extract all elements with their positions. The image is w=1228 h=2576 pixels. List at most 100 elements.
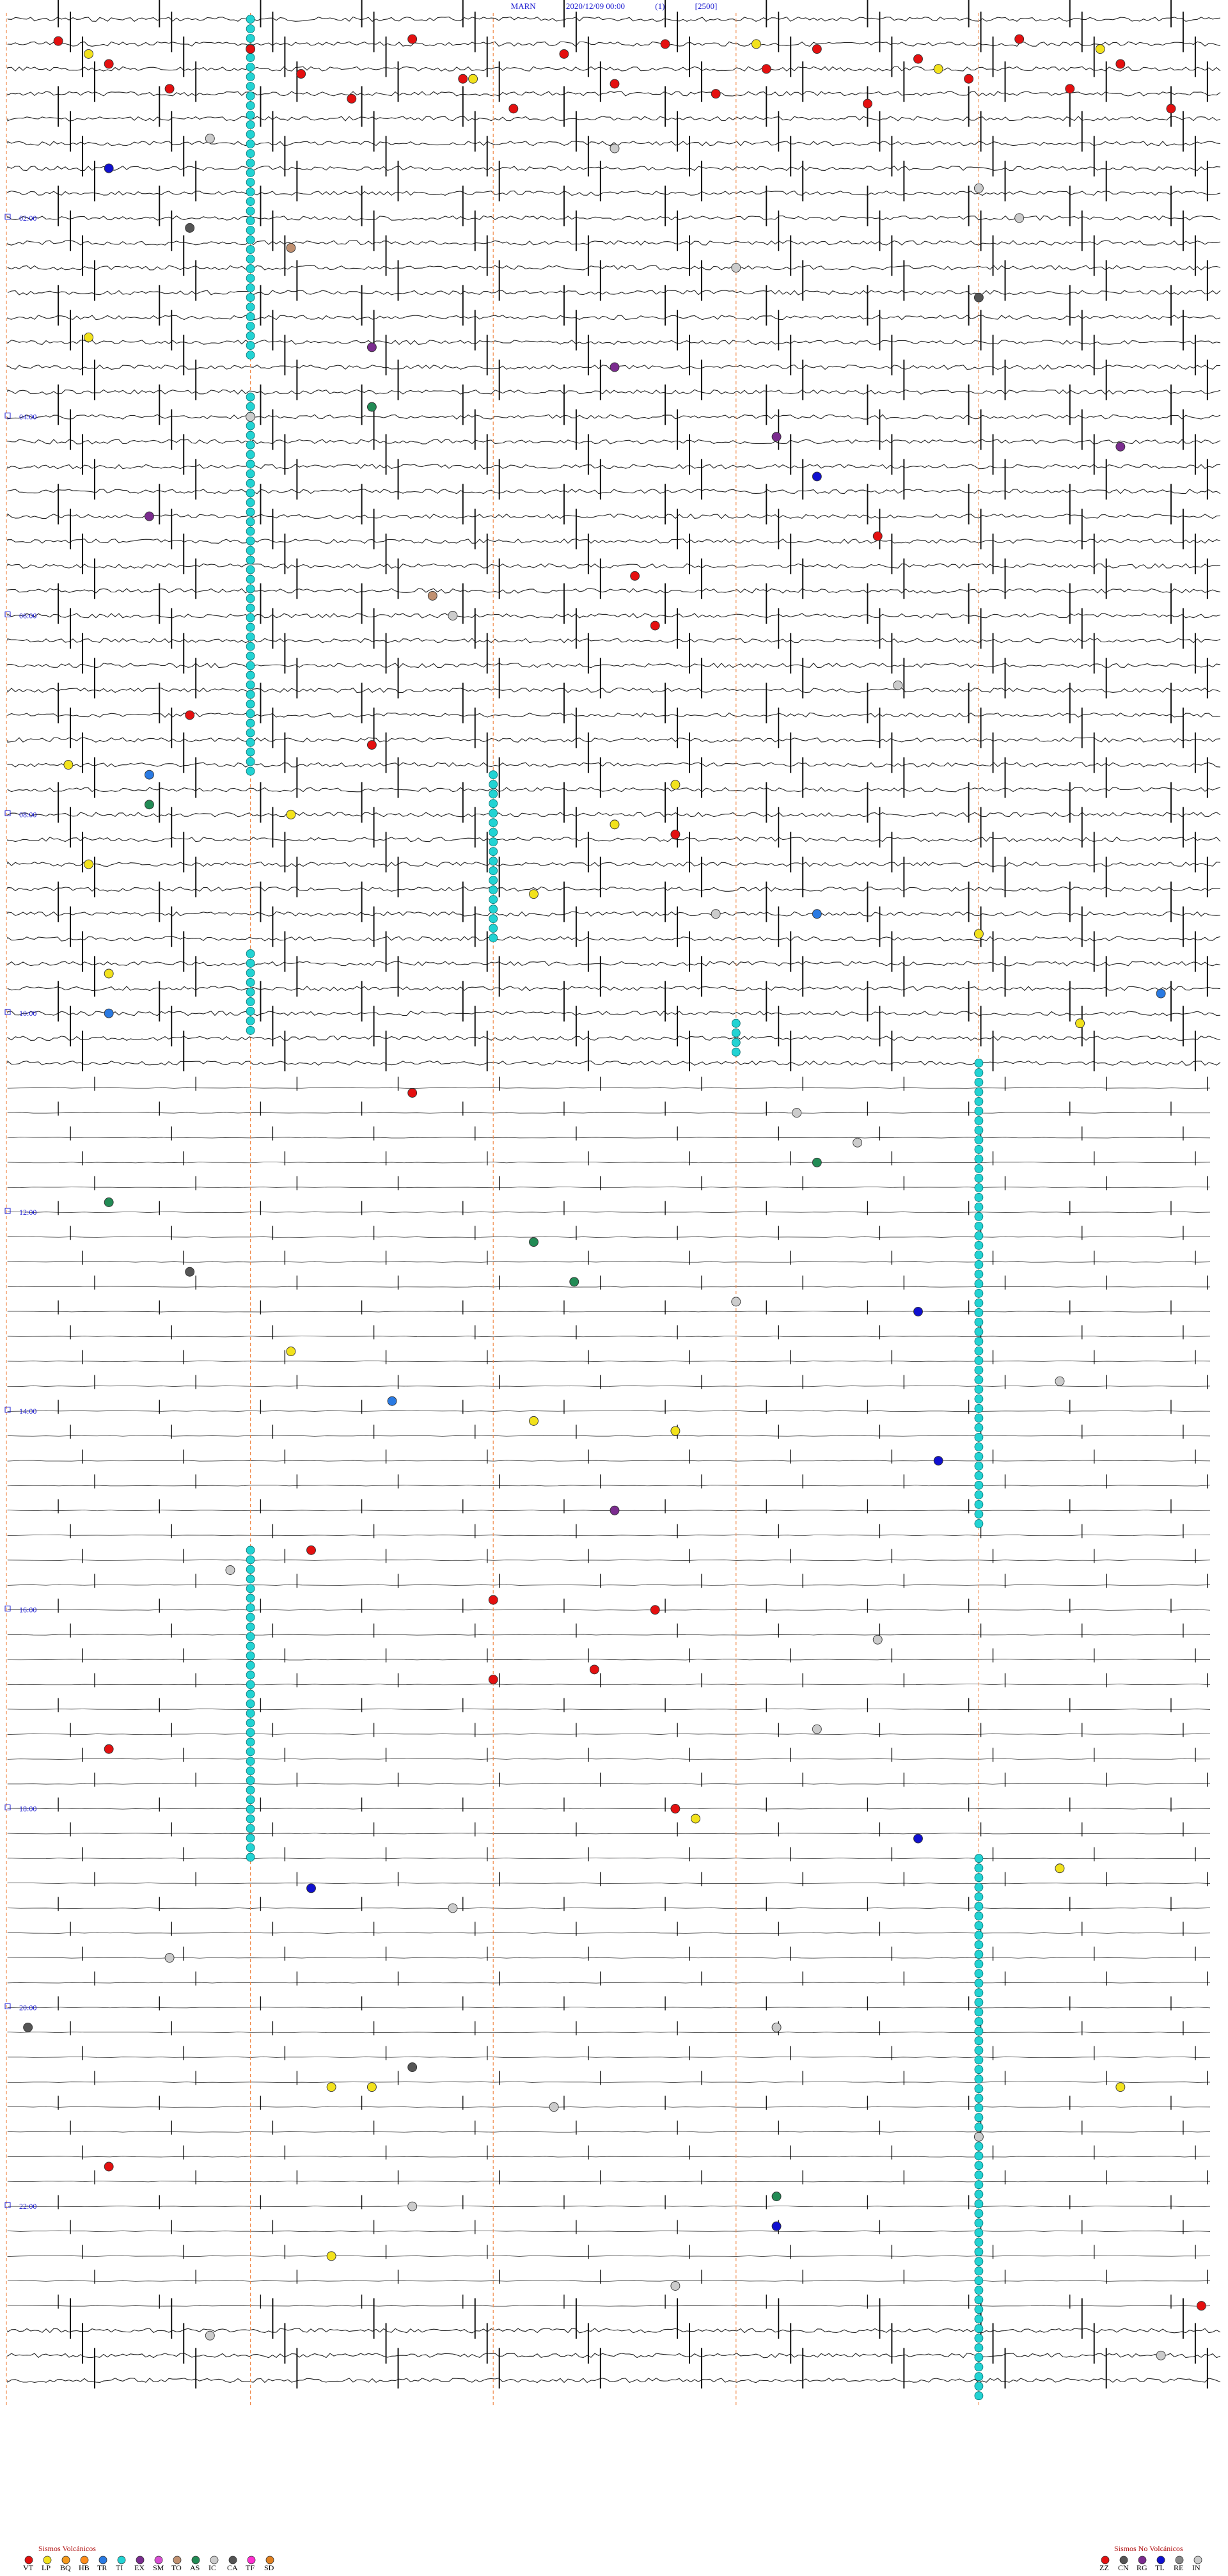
event-marker	[104, 163, 114, 173]
event-marker	[771, 2022, 782, 2032]
trace-line	[7, 1460, 1211, 1462]
legend-swatch	[1193, 2556, 1202, 2564]
tremor-marker	[974, 1298, 984, 1308]
tremor-marker	[246, 1709, 255, 1718]
tremor-marker	[246, 498, 255, 507]
event-marker	[84, 859, 93, 869]
tremor-marker	[246, 197, 255, 206]
event-marker	[366, 2082, 377, 2092]
tremor-marker	[246, 130, 255, 139]
tremor-marker	[974, 1077, 984, 1087]
tremor-marker	[974, 2036, 984, 2046]
event-marker	[246, 412, 256, 422]
event-marker	[144, 800, 154, 810]
event-marker	[973, 929, 984, 939]
legend-code: RE	[1174, 2563, 1183, 2572]
tremor-marker	[246, 1680, 255, 1689]
event-marker	[246, 44, 256, 54]
event-marker	[286, 809, 296, 819]
event-marker	[731, 263, 741, 273]
event-marker	[650, 620, 660, 631]
tremor-marker	[246, 1584, 255, 1593]
event-marker	[1115, 441, 1126, 452]
tremor-marker	[974, 2055, 984, 2065]
tremor-marker	[974, 1413, 984, 1423]
tremor-marker	[246, 613, 255, 622]
tremor-marker	[246, 1007, 255, 1016]
tremor-marker	[489, 933, 498, 943]
tremor-marker	[974, 1384, 984, 1394]
legend-code: TO	[171, 2563, 182, 2572]
tremor-marker	[974, 1471, 984, 1480]
trace-line	[7, 1808, 1211, 1810]
tremor-marker	[246, 1613, 255, 1622]
event-marker	[670, 1804, 681, 1813]
event-marker	[286, 1347, 296, 1357]
trace-line	[7, 787, 1221, 793]
trace-line	[7, 1634, 1211, 1636]
tremor-marker	[974, 1308, 984, 1317]
tremor-marker	[246, 82, 255, 91]
trace-line	[7, 2156, 1211, 2158]
event-marker	[407, 34, 418, 44]
trace-line	[7, 240, 1221, 246]
event-marker	[853, 1137, 863, 1148]
event-marker	[458, 74, 468, 84]
trace-line	[7, 687, 1221, 693]
tremor-marker	[246, 15, 255, 24]
event-marker	[812, 1157, 822, 1167]
tremor-marker	[974, 1931, 984, 1940]
tremor-marker	[246, 1747, 255, 1757]
event-marker	[771, 2192, 782, 2202]
tremor-marker	[246, 303, 255, 312]
trace-line	[7, 513, 1221, 519]
tremor-marker	[246, 1805, 255, 1814]
tremor-marker	[246, 351, 255, 360]
tremor-marker	[974, 2209, 984, 2218]
tremor-marker	[246, 1565, 255, 1574]
tremor-marker	[246, 216, 255, 225]
legend-code: TR	[97, 2563, 107, 2572]
tremor-marker	[246, 1853, 255, 1862]
tremor-marker	[246, 293, 255, 302]
trace-line	[7, 812, 1221, 818]
event-marker	[387, 1396, 397, 1406]
tremor-marker	[489, 809, 498, 818]
tremor-marker	[246, 1670, 255, 1680]
tremor-marker	[974, 2238, 984, 2247]
tremor-marker	[974, 2007, 984, 2017]
trace-line	[7, 886, 1221, 892]
event-marker	[104, 968, 114, 979]
minute-guide-lines	[6, 13, 980, 2405]
trace-line	[7, 1485, 1211, 1487]
tremor-marker	[974, 2362, 984, 2372]
tremor-marker	[246, 766, 255, 776]
event-marker	[731, 1297, 741, 1307]
event-marker	[53, 36, 63, 46]
legend-swatch	[173, 2556, 182, 2564]
legend-swatch	[1119, 2556, 1128, 2564]
tremor-marker	[974, 2113, 984, 2122]
tremor-marker	[489, 857, 498, 866]
trace-line	[7, 1709, 1211, 1710]
channel-label: (1)	[655, 1, 665, 11]
tremor-marker	[974, 1164, 984, 1173]
event-marker	[771, 432, 782, 442]
tremor-marker	[246, 526, 255, 536]
tremor-marker	[974, 1058, 984, 1068]
trace-line	[7, 165, 1221, 171]
tremor-marker	[246, 255, 255, 264]
trace-line	[7, 961, 1221, 967]
tremor-marker	[974, 1250, 984, 1260]
trace-line	[7, 2280, 1211, 2282]
hour-label: 20:00	[19, 2003, 36, 2012]
trace-line	[7, 1659, 1211, 1661]
trace-line	[7, 1162, 1211, 1164]
tremor-marker	[974, 2382, 984, 2391]
tremor-marker	[246, 1661, 255, 1670]
hour-label: 06:00	[19, 612, 36, 620]
hour-label: 16:00	[19, 1606, 36, 1615]
tremor-marker	[246, 718, 255, 728]
event-marker	[448, 611, 458, 620]
